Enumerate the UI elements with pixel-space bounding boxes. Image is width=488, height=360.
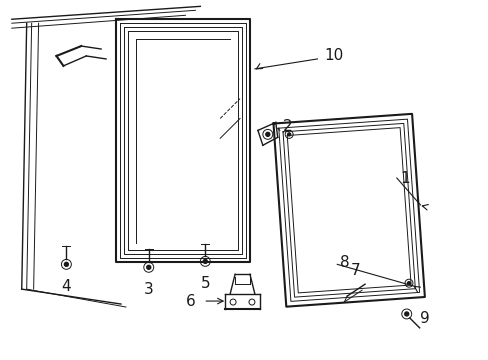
Circle shape bbox=[404, 312, 408, 316]
Text: 3: 3 bbox=[143, 282, 153, 297]
Text: 7: 7 bbox=[349, 263, 359, 278]
Text: 1: 1 bbox=[400, 171, 409, 185]
Circle shape bbox=[64, 262, 68, 266]
Text: 4: 4 bbox=[61, 279, 71, 294]
Text: 10: 10 bbox=[324, 49, 343, 63]
Circle shape bbox=[287, 133, 290, 136]
Text: 6: 6 bbox=[185, 293, 195, 309]
Text: 2: 2 bbox=[282, 119, 292, 134]
Circle shape bbox=[407, 282, 409, 285]
Circle shape bbox=[265, 132, 269, 136]
Circle shape bbox=[203, 260, 207, 264]
Text: 9: 9 bbox=[419, 311, 428, 327]
Circle shape bbox=[146, 265, 150, 269]
Text: 5: 5 bbox=[200, 276, 210, 291]
Text: 8: 8 bbox=[340, 255, 349, 270]
